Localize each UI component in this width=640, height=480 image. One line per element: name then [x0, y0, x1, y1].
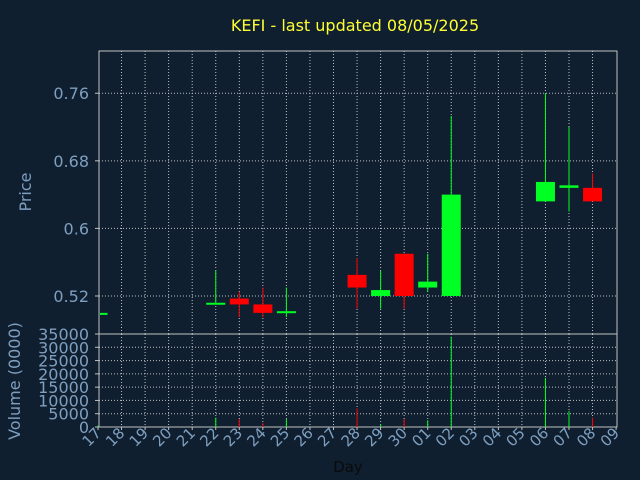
x-tick-label: 18 — [102, 424, 128, 450]
x-axis-label: Day — [333, 458, 363, 476]
x-tick-label: 07 — [550, 424, 576, 450]
x-tick-label: 24 — [243, 424, 269, 450]
price-axis-label: Price — [16, 172, 35, 211]
volume-tick-label: 0 — [79, 418, 89, 437]
x-tick-label: 04 — [479, 424, 505, 450]
volume-tick-label: 15000 — [38, 378, 89, 397]
candle-body-07 — [559, 185, 579, 188]
candle-body-29 — [371, 290, 391, 296]
x-tick-label: 20 — [149, 424, 175, 450]
volume-tick-label: 35000 — [38, 325, 89, 344]
x-tick-label: 26 — [291, 424, 317, 450]
price-tick-label: 0.76 — [53, 84, 89, 103]
price-tick-label: 0.68 — [53, 152, 89, 171]
x-tick-label: 19 — [126, 424, 152, 450]
candle-body-28 — [347, 274, 367, 288]
x-tick-label: 06 — [526, 424, 552, 450]
price-tick-label: 0.6 — [64, 219, 89, 238]
volume-tick-label: 5000 — [48, 405, 89, 424]
x-tick-label: 21 — [173, 424, 199, 450]
candle-body-02 — [441, 194, 461, 296]
volume-tick-label: 20000 — [38, 365, 89, 384]
x-tick-label: 22 — [196, 424, 222, 450]
x-tick-label: 05 — [502, 424, 528, 450]
candle-body-30 — [394, 253, 414, 296]
volume-axis-label: Volume (0000) — [5, 322, 24, 440]
candle-body-22 — [206, 302, 226, 305]
x-tick-label: 28 — [338, 424, 364, 450]
candle-body-17 — [100, 312, 108, 315]
candle-body-24 — [253, 304, 273, 313]
x-tick-label: 02 — [432, 424, 458, 450]
x-tick-label: 27 — [314, 424, 340, 450]
x-tick-label: 30 — [385, 424, 411, 450]
candle-body-23 — [229, 298, 249, 305]
x-tick-label: 03 — [455, 424, 481, 450]
volume-panel-frame — [98, 333, 618, 428]
x-tick-label: 01 — [408, 424, 434, 450]
x-tick-label: 08 — [573, 424, 599, 450]
candle-body-25 — [276, 311, 296, 314]
volume-tick-label: 25000 — [38, 352, 89, 371]
x-tick-label: 23 — [220, 424, 246, 450]
x-tick-label: 29 — [361, 424, 387, 450]
candle-body-01 — [418, 281, 438, 288]
price-tick-label: 0.52 — [53, 287, 89, 306]
chart-title: KEFI - last updated 08/05/2025 — [231, 16, 479, 35]
candle-body-08 — [583, 187, 603, 202]
x-tick-label: 09 — [597, 424, 623, 450]
volume-tick-label: 10000 — [38, 391, 89, 410]
candle-body-06 — [535, 181, 555, 202]
volume-tick-label: 30000 — [38, 338, 89, 357]
x-tick-label: 25 — [267, 424, 293, 450]
